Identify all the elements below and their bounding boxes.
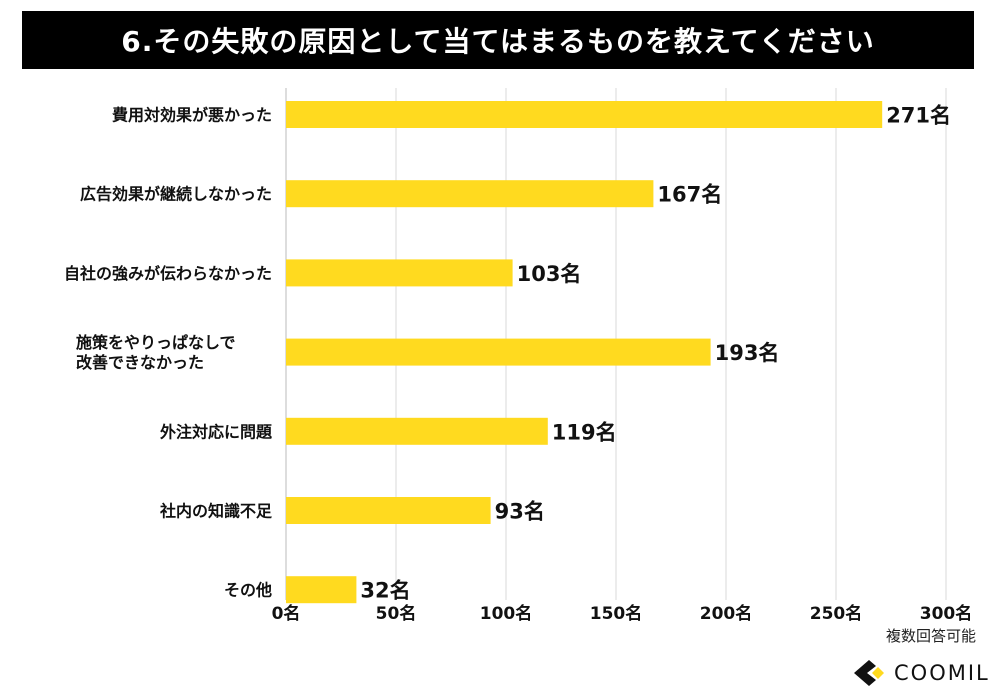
category-label: 外注対応に問題 [159, 422, 273, 441]
category-label: 社内の知識不足 [159, 502, 273, 521]
value-label: 167名 [657, 183, 722, 207]
bar [286, 101, 883, 128]
value-label: 103名 [517, 262, 582, 286]
chart-title: 6.その失敗の原因として当てはまるものを教えてください [22, 11, 974, 69]
coomil-logo-icon [854, 660, 884, 686]
x-tick-label: 0名 [272, 603, 301, 624]
multiple-answer-note: 複数回答可能 [885, 627, 976, 645]
category-label: 自社の強みが伝わらなかった [64, 264, 272, 283]
coomil-logo: COOMIL [852, 658, 990, 688]
category-label: 改善できなかった [76, 353, 204, 372]
x-tick-label: 300名 [920, 603, 973, 624]
value-label: 32名 [360, 579, 410, 603]
bar [286, 180, 654, 208]
x-tick-label: 50名 [376, 603, 417, 624]
category-label: 施策をやりっぱなしで [76, 333, 236, 352]
value-label: 93名 [495, 500, 545, 524]
category-label: 広告効果が継続しなかった [80, 185, 272, 204]
x-tick-label: 100名 [480, 603, 533, 624]
bar [286, 576, 357, 604]
value-label: 193名 [715, 341, 780, 365]
x-tick-label: 250名 [810, 603, 863, 624]
bar [286, 417, 548, 445]
value-label: 271名 [886, 104, 951, 128]
logo-text: COOMIL [894, 661, 990, 685]
x-tick-label: 150名 [590, 603, 643, 624]
bar [286, 259, 513, 287]
bar [286, 338, 711, 366]
x-tick-label: 200名 [700, 603, 753, 624]
category-label: 費用対効果が悪かった [112, 106, 272, 125]
category-label: その他 [224, 581, 272, 600]
value-label: 119名 [552, 420, 617, 444]
bar [286, 497, 491, 524]
